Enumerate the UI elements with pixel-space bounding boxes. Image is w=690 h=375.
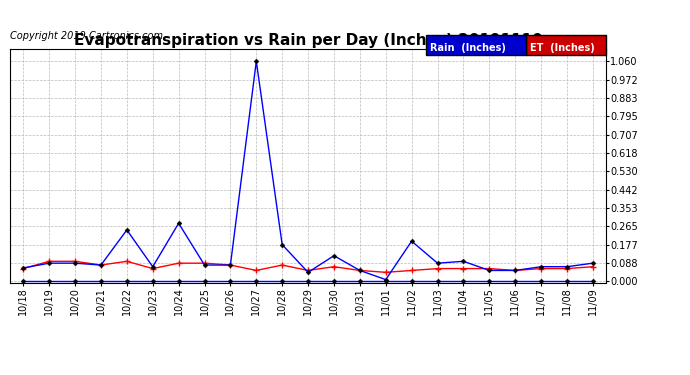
Text: Copyright 2019 Cartronics.com: Copyright 2019 Cartronics.com xyxy=(10,32,164,41)
Text: ET  (Inches): ET (Inches) xyxy=(530,43,595,53)
Text: Rain  (Inches): Rain (Inches) xyxy=(430,43,506,53)
Title: Evapotranspiration vs Rain per Day (Inches) 20191110: Evapotranspiration vs Rain per Day (Inch… xyxy=(74,33,542,48)
